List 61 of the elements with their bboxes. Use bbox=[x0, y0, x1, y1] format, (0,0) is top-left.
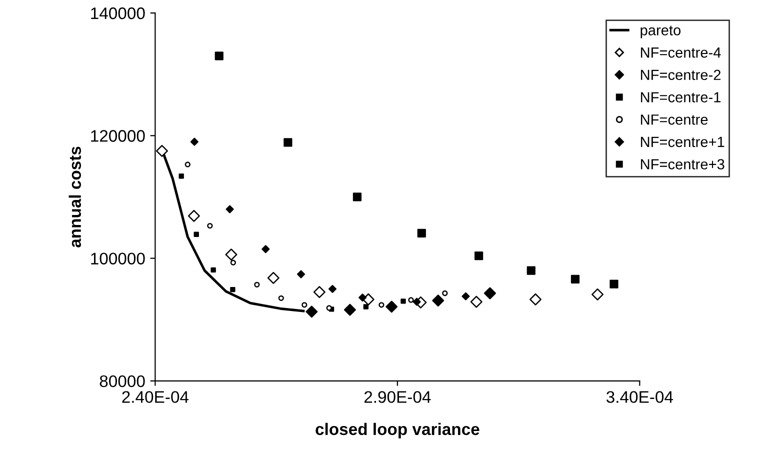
point bbox=[262, 245, 270, 254]
legend-label: pareto bbox=[640, 26, 681, 38]
point bbox=[184, 162, 190, 168]
point bbox=[328, 284, 337, 293]
legend-label: NF=centre-1 bbox=[640, 92, 721, 102]
point bbox=[400, 298, 406, 304]
point bbox=[194, 232, 199, 237]
legend-label: NF=centre+3 bbox=[640, 159, 724, 170]
point bbox=[470, 296, 482, 308]
x-tick-label: 2.90E-04 bbox=[364, 391, 431, 403]
point bbox=[156, 144, 168, 157]
point bbox=[386, 300, 398, 313]
point bbox=[363, 304, 369, 310]
point bbox=[570, 274, 580, 284]
y-tick-label: 120000 bbox=[91, 130, 145, 142]
point bbox=[432, 294, 444, 307]
point bbox=[188, 210, 200, 222]
point bbox=[178, 174, 184, 179]
point bbox=[207, 222, 213, 229]
legend-label: NF=centre bbox=[640, 114, 708, 125]
point bbox=[230, 260, 236, 266]
point bbox=[412, 298, 421, 306]
point bbox=[442, 290, 448, 296]
point bbox=[326, 305, 332, 311]
point bbox=[529, 293, 542, 306]
point bbox=[278, 295, 284, 301]
point bbox=[417, 228, 426, 238]
point bbox=[313, 286, 326, 298]
point bbox=[526, 266, 536, 275]
point bbox=[230, 286, 236, 292]
point bbox=[306, 306, 318, 318]
point bbox=[378, 302, 384, 308]
point bbox=[344, 304, 356, 316]
y-tick-label: 140000 bbox=[91, 7, 145, 20]
point bbox=[302, 302, 308, 308]
y-tick-label: 80000 bbox=[100, 375, 145, 388]
legend-label: NF=centre-4 bbox=[640, 48, 721, 58]
x-axis-title: closed loop variance bbox=[316, 422, 480, 438]
legend-label: NF=centre-2 bbox=[640, 70, 721, 80]
point bbox=[210, 267, 216, 273]
point bbox=[408, 297, 414, 303]
point bbox=[214, 52, 224, 60]
legend-label: NF=centre+1 bbox=[640, 136, 724, 148]
point bbox=[225, 248, 238, 261]
point bbox=[358, 294, 367, 302]
point bbox=[474, 252, 484, 260]
x-tick-label: 2.40E-04 bbox=[122, 391, 189, 403]
point bbox=[254, 282, 260, 288]
point bbox=[226, 205, 234, 214]
point bbox=[610, 280, 618, 288]
point bbox=[190, 138, 198, 146]
y-tick-label: 100000 bbox=[91, 252, 145, 264]
point bbox=[296, 270, 306, 278]
y-axis-title: annual costs bbox=[68, 146, 82, 248]
x-tick-label: 3.40E-04 bbox=[606, 391, 673, 403]
point bbox=[484, 287, 496, 300]
point bbox=[352, 192, 362, 202]
point bbox=[592, 288, 604, 300]
point bbox=[267, 272, 280, 284]
point bbox=[284, 138, 292, 147]
point bbox=[462, 292, 470, 300]
